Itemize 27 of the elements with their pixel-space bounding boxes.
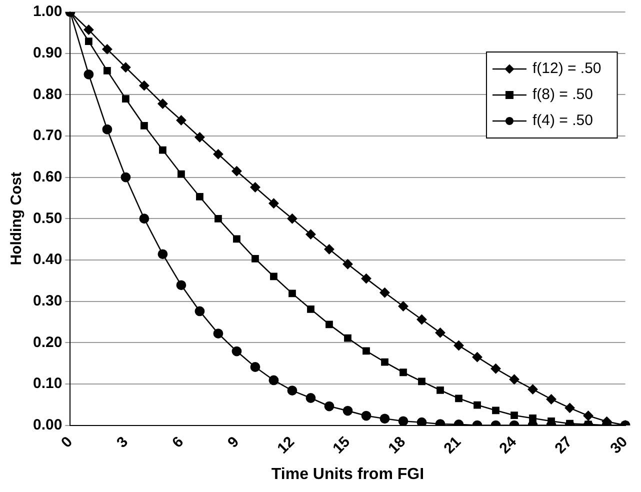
y-tick-label: 0.20 [32,334,62,351]
x-tick-label: 6 [169,433,187,452]
x-tick-label: 30 [607,433,632,458]
y-tick-label: 0.60 [32,168,62,186]
y-tick-label: 0.80 [32,86,62,103]
legend-label: f(4) = .50 [532,112,593,130]
x-axis-title: Time Units from FGI [271,466,424,483]
y-tick-label: 0.50 [32,210,62,227]
y-tick-label: 0.40 [32,251,62,268]
legend-label: f(8) = .50 [532,86,593,104]
x-tick-label: 18 [385,433,409,458]
legend-label: f(12) = .50 [532,60,602,78]
x-tick-label: 21 [440,433,465,458]
x-tick-label: 24 [496,432,520,458]
x-tick-label: 0 [58,433,76,452]
x-tick-label: 15 [330,433,354,458]
x-tick-label: 12 [274,433,298,458]
y-tick-label: 0.90 [32,44,62,62]
y-tick-label: 0.30 [32,292,62,310]
y-tick-label: 0.10 [32,375,62,392]
y-axis-title: Holding Cost [8,172,26,266]
x-tick-label: 27 [552,433,576,458]
x-tick-label: 3 [114,433,132,452]
y-tick-label: 0.00 [32,416,62,434]
y-tick-label: 0.70 [32,127,62,144]
x-tick-label: 9 [224,433,242,452]
y-tick-label: 1.00 [32,3,62,20]
